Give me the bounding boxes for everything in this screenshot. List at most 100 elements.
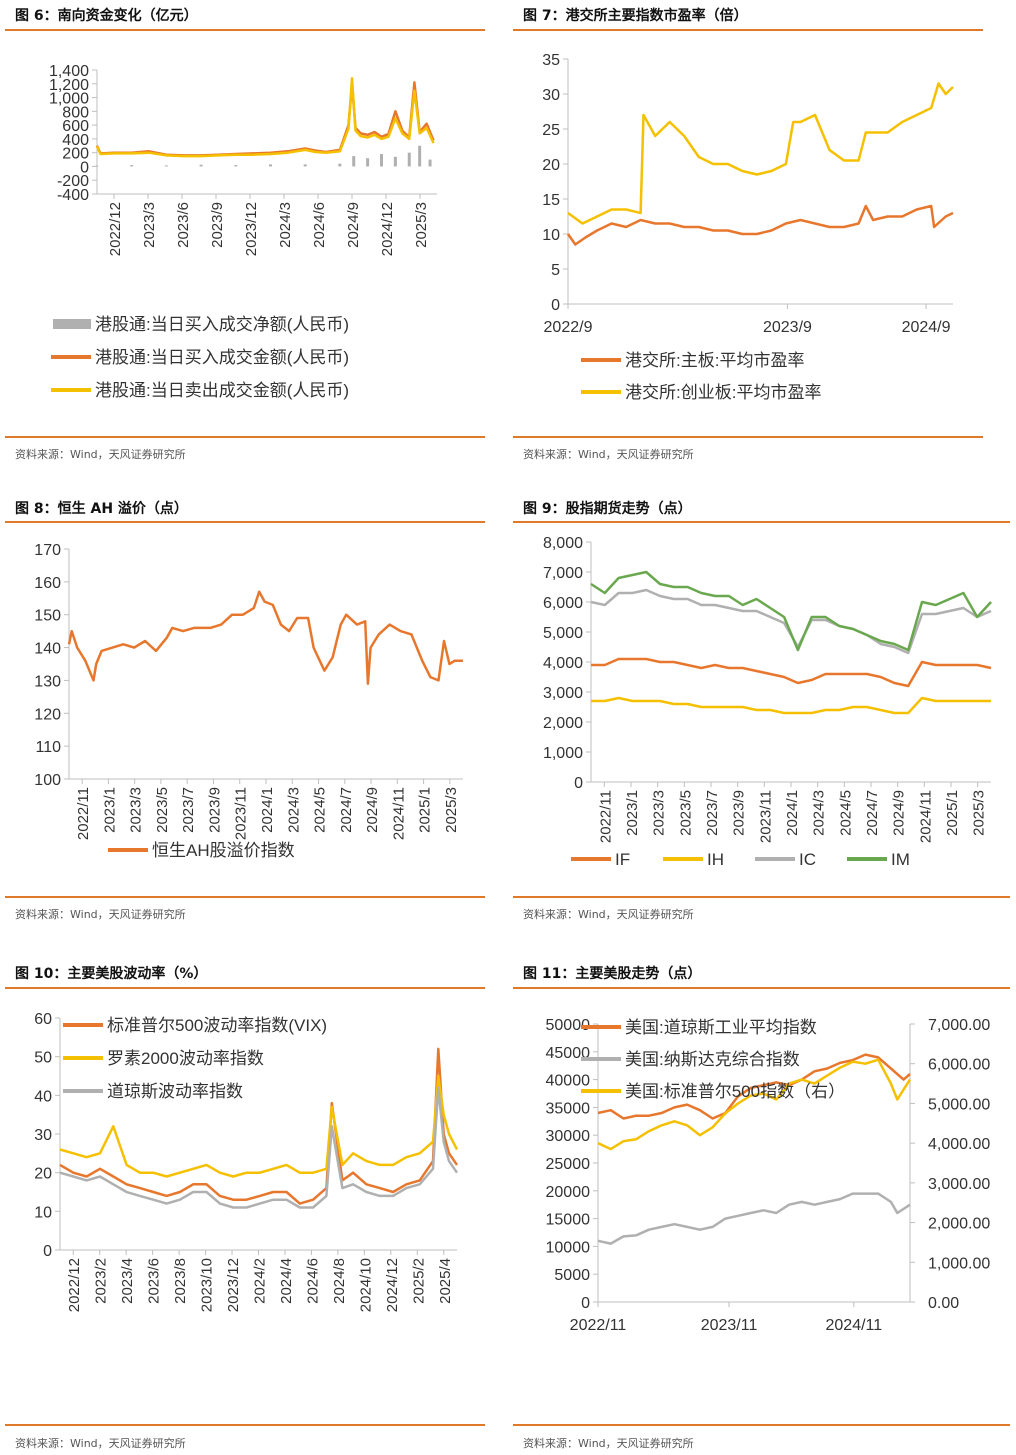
fig7-x-tick-label: 2024/9 [902,319,951,336]
fig9-x-tick-label: 2023/3 [651,790,668,836]
fig11-x-tick-label: 2022/11 [570,1317,627,1334]
fig8-x-tick-label: 2023/1 [101,787,118,833]
fig9-y-tick-label: 8,000 [543,535,583,552]
figure-8-chart: 170 160 150 140 130 120 110 100 2022/11 2023/1 202… [34,542,463,860]
figure-10-panel: 图 10：主要美股波动率（%） 60 50 40 30 20 10 0 2022/12 2023… [5,960,485,1455]
fig10-legend-label: 罗素2000波动率指数 [107,1049,264,1068]
fig9-y-tick-label: 4,000 [543,655,583,672]
fig8-y-tick-label: 140 [34,641,61,658]
fig6-x-tick-label: 2024/9 [345,202,362,248]
fig9-x-tick-label: 2024/3 [811,790,828,836]
fig7-x-tick-label: 2023/9 [763,319,812,336]
fig6-y-tick-label: 1,200 [49,77,89,94]
fig10-y-tick-label: 20 [34,1166,52,1183]
fig9-y-tick-label: 1,000 [543,745,583,762]
figure-11-title: 图 11：主要美股走势（点） [523,966,702,982]
fig6-y-tick-label: 800 [62,104,89,121]
figure-7-source: 资料来源：Wind，天风证券研究所 [523,448,694,461]
fig9-legend-label: IM [891,850,910,869]
fig6-x-tick-label: 2023/9 [209,202,226,248]
fig9-x-tick-label: 2022/11 [597,790,614,843]
fig6-y-tick-label: 1,000 [49,91,89,108]
fig9-x-tick-label: 2024/5 [837,790,854,836]
fig10-x-tick-label: 2023/8 [172,1258,189,1304]
fig11-y2-tick-label: 4,000.00 [928,1136,990,1153]
fig9-series-line [591,657,992,688]
fig11-legend-label: 美国:标准普尔500指数（右） [625,1082,845,1101]
fig11-y-tick-label: 50000 [546,1017,591,1034]
figure-7-panel: 图 7：港交所主要指数市盈率（倍） 35 30 25 20 15 10 5 0 2022/9 20… [513,0,983,470]
fig8-x-tick-label: 2023/9 [206,787,223,833]
figure-7-chart: 35 30 25 20 15 10 5 0 2022/9 2023/9 2024/9 港交所:主板:平… [542,52,954,402]
fig8-x-tick-label: 2025/3 [443,787,460,833]
fig9-x-tick-label: 2023/7 [704,790,721,836]
fig11-x-tick-label: 2023/11 [701,1317,758,1334]
fig11-series-line [597,1058,912,1151]
fig10-series-line [59,1047,459,1205]
fig7-y-tick-label: 35 [542,52,560,69]
fig9-y-tick-label: 2,000 [543,715,583,732]
fig7-legend-label: 港交所:主板:平均市盈率 [625,351,804,370]
figure-11-source: 资料来源：Wind，天风证券研究所 [523,1437,694,1450]
fig11-y2-tick-label: 7,000.00 [928,1017,990,1034]
figure-6-source: 资料来源：Wind，天风证券研究所 [15,448,186,461]
fig11-legend-label: 美国:道琼斯工业平均指数 [625,1018,817,1037]
fig9-x-tick-label: 2024/9 [891,790,908,836]
fig11-y2-tick-label: 0.00 [928,1295,959,1312]
fig10-y-tick-label: 30 [34,1127,52,1144]
fig7-series-line [566,204,954,246]
fig6-y-tick-label: -400 [57,187,89,204]
fig6-y-tick-label: -200 [57,173,89,190]
fig10-y-tick-label: 60 [34,1011,52,1028]
fig8-x-tick-label: 2024/1 [259,787,276,833]
fig11-y-tick-label: 35000 [546,1100,591,1117]
fig11-y2-tick-label: 3,000.00 [928,1176,990,1193]
fig10-y-tick-label: 0 [43,1243,52,1260]
fig6-x-tick-label: 2024/3 [277,202,294,248]
fig8-x-tick-label: 2023/5 [154,787,171,833]
fig11-series-line [597,1053,911,1120]
fig8-y-tick-label: 150 [34,608,61,625]
fig6-y-tick-label: 1,400 [49,63,89,80]
fig6-legend-label: 港股通:当日买入成交金额(人民币) [95,348,349,367]
fig9-x-tick-label: 2024/11 [917,790,934,843]
fig8-y-tick-label: 170 [34,542,61,559]
figure-10-source: 资料来源：Wind，天风证券研究所 [15,1437,186,1450]
figure-9-panel: 图 9：股指期货走势（点） 8,000 7,000 6,000 5,000 4,000 3… [513,493,1010,933]
fig8-x-tick-label: 2024/3 [285,787,302,833]
fig7-y-tick-label: 20 [542,157,560,174]
fig7-y-tick-label: 15 [542,192,560,209]
fig9-x-tick-label: 2023/5 [677,790,694,836]
fig9-x-tick-label: 2025/1 [944,790,961,836]
figure-6-title: 图 6：南向资金变化（亿元） [15,8,198,24]
fig8-x-tick-label: 2023/11 [233,787,250,840]
fig9-x-tick-label: 2023/1 [624,790,641,836]
fig9-y-tick-label: 0 [574,775,583,792]
fig8-y-tick-label: 100 [34,772,61,789]
fig11-y2-tick-label: 5,000.00 [928,1096,990,1113]
fig11-x-tick-label: 2024/11 [826,1317,883,1334]
figure-8-title: 图 8：恒生 AH 溢价（点） [15,501,188,517]
fig7-y-tick-label: 30 [542,87,560,104]
figure-10-title: 图 10：主要美股波动率（%） [15,966,208,982]
fig11-y2-tick-label: 6,000.00 [928,1057,990,1074]
fig6-y-tick-label: 400 [62,132,89,149]
fig7-y-tick-label: 25 [542,122,560,139]
fig9-x-tick-label: 2023/9 [731,790,748,836]
fig6-series-line [95,77,435,158]
fig6-x-tick-label: 2025/3 [413,202,430,248]
fig8-legend-label: 恒生AH股溢价指数 [152,841,295,860]
fig8-y-tick-label: 130 [34,673,61,690]
figure-8-source: 资料来源：Wind，天风证券研究所 [15,908,186,921]
fig8-x-tick-label: 2024/9 [364,787,381,833]
fig8-series-line [67,590,463,685]
fig6-y-tick-label: 0 [80,159,89,176]
fig6-y-tick-label: 200 [62,146,89,163]
fig7-x-tick-label: 2022/9 [544,319,593,336]
fig7-series-line [567,82,954,225]
fig7-legend-label: 港交所:创业板:平均市盈率 [625,383,821,402]
fig11-y-tick-label: 20000 [546,1184,591,1201]
fig10-series-line [59,1074,459,1178]
fig8-x-tick-label: 2024/5 [312,787,329,833]
fig10-x-tick-label: 2024/8 [331,1258,348,1304]
